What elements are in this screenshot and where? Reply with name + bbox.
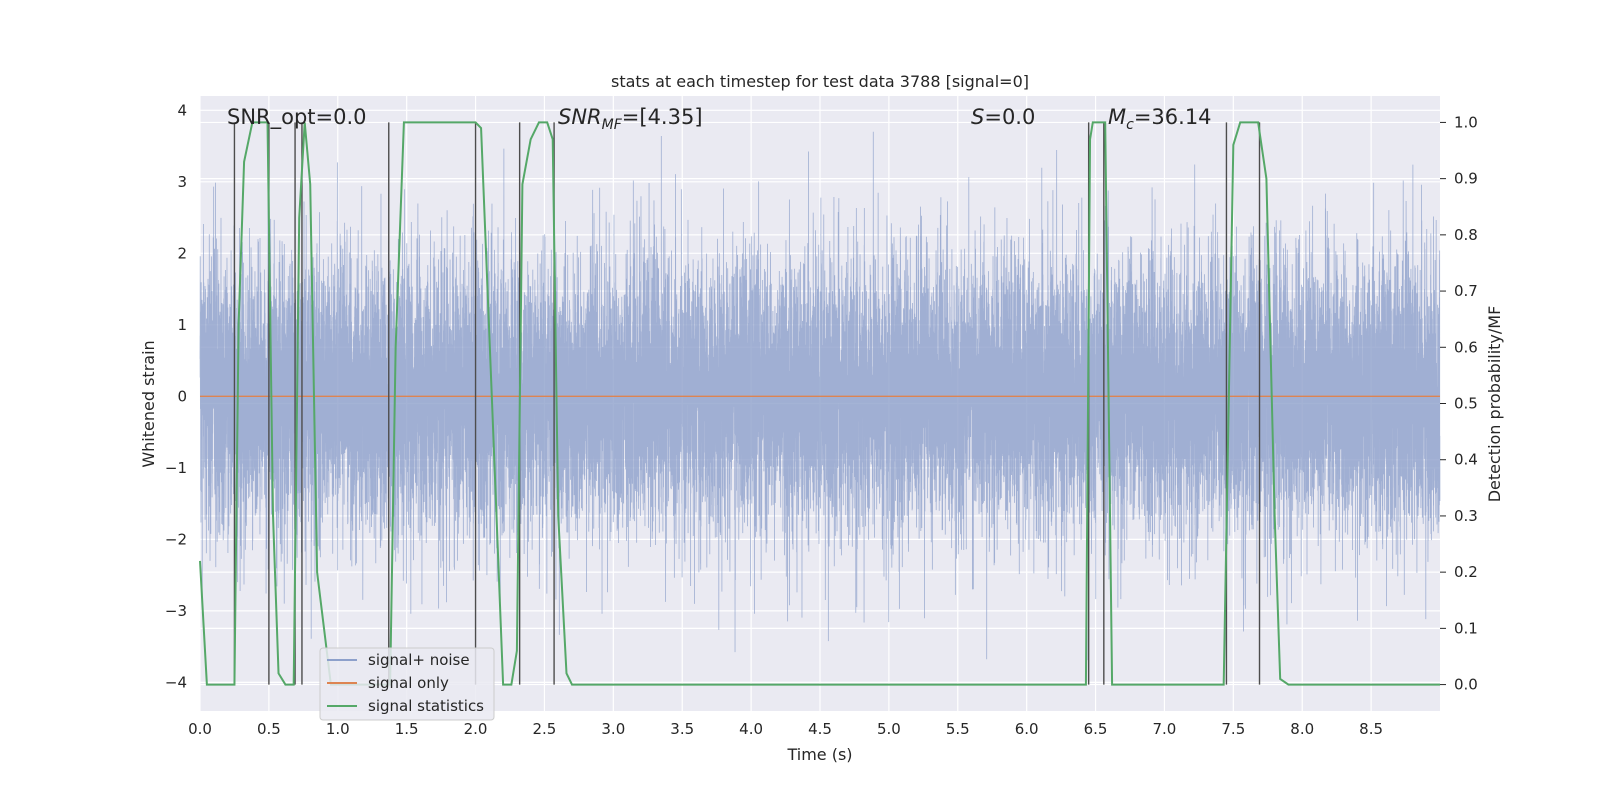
y-tick-label-right: 0.6 [1454,338,1478,356]
y-tick-label-right: 0.3 [1454,507,1478,525]
y-tick-label-right: 0.1 [1454,619,1478,637]
snr-mf-value: =[4.35] [622,105,703,129]
mc-value: =36.14 [1134,105,1212,129]
y-tick-label: −2 [165,530,187,548]
legend-box [319,647,495,721]
x-tick-label: 0.5 [257,720,281,738]
s-main: S [971,105,984,129]
x-tick-label: 1.0 [326,720,350,738]
y-tick-label: 2 [177,244,187,262]
y-tick-label: 3 [177,173,187,191]
x-tick-label: 0.0 [188,720,212,738]
y-axis-label: Whitened strain [139,340,158,467]
x-tick-label: 4.0 [739,720,763,738]
x-tick-label: 2.0 [464,720,488,738]
y-tick-label-right: 0.7 [1454,282,1478,300]
y-tick-label: −1 [165,459,187,477]
annotation-snr-opt: SNR_opt=0.0 [227,105,367,130]
x-tick-label: 6.5 [1084,720,1108,738]
legend-label-noise: signal+ noise [368,651,470,669]
y-tick-label-right: 1.0 [1454,113,1478,131]
y-tick-label-right: 0.8 [1454,226,1478,244]
x-ticks: 0.0 0.5 1.0 1.5 2.0 2.5 3.0 3.5 4.0 4.5 5.0 5.5 6.0 6… [188,720,1383,738]
legend-label-stats: signal statistics [368,697,484,715]
x-tick-label: 3.5 [670,720,694,738]
x-tick-label: 3.0 [601,720,625,738]
x-tick-label: 2.5 [533,720,557,738]
x-tick-label: 1.5 [395,720,419,738]
noise-series [199,131,1441,661]
annotation-snr-mf: SNRMF=[4.35] [558,105,703,133]
mc-main: M [1108,105,1126,129]
mc-sub: c [1126,117,1134,133]
legend: signal+ noise signal only signal statist… [319,647,495,721]
annotation-mc: Mc=36.14 [1108,105,1212,133]
x-tick-label: 8.0 [1290,720,1314,738]
x-tick-label: 7.5 [1221,720,1245,738]
s-value: =0.0 [984,105,1035,129]
legend-label-signal: signal only [368,674,449,692]
y-tick-label-right: 0.4 [1454,451,1478,469]
y-tick-label: 0 [177,387,187,405]
x-tick-label: 5.5 [946,720,970,738]
signal-statistics-line [199,121,1440,686]
snr-mf-sub: MF [602,117,623,133]
x-axis-label: Time (s) [786,745,852,764]
y-ticks-left: −4 −3 −2 −1 0 1 2 3 4 [165,101,187,691]
y-tick-label: −4 [165,673,187,691]
chart-title: stats at each timestep for test data 378… [611,72,1029,91]
y-tick-label-right: 0.0 [1454,676,1478,694]
y-tick-label: 4 [177,101,187,119]
noise-line [199,131,1441,661]
x-tick-label: 8.5 [1359,720,1383,738]
signal-statistics-series [199,121,1440,686]
y-tick-label: 1 [177,316,187,334]
y-tick-label-right: 0.5 [1454,395,1478,413]
x-tick-label: 4.5 [808,720,832,738]
x-tick-label: 6.0 [1015,720,1039,738]
x-tick-label: 7.0 [1153,720,1177,738]
annotation-s: S=0.0 [971,105,1035,129]
x-tick-label: 5.0 [877,720,901,738]
y-tick-label-right: 0.2 [1454,563,1478,581]
y-tick-label-right: 0.9 [1454,170,1478,188]
y-axis-label-right: Detection probability/MF [1485,306,1504,503]
snr-mf-main: SNR [558,105,602,129]
y-tick-label: −3 [165,602,187,620]
y-ticks-right: 0.0 0.1 0.2 0.3 0.4 0.5 0.6 0.7 0.8 0.9 1.0 [1440,113,1478,694]
